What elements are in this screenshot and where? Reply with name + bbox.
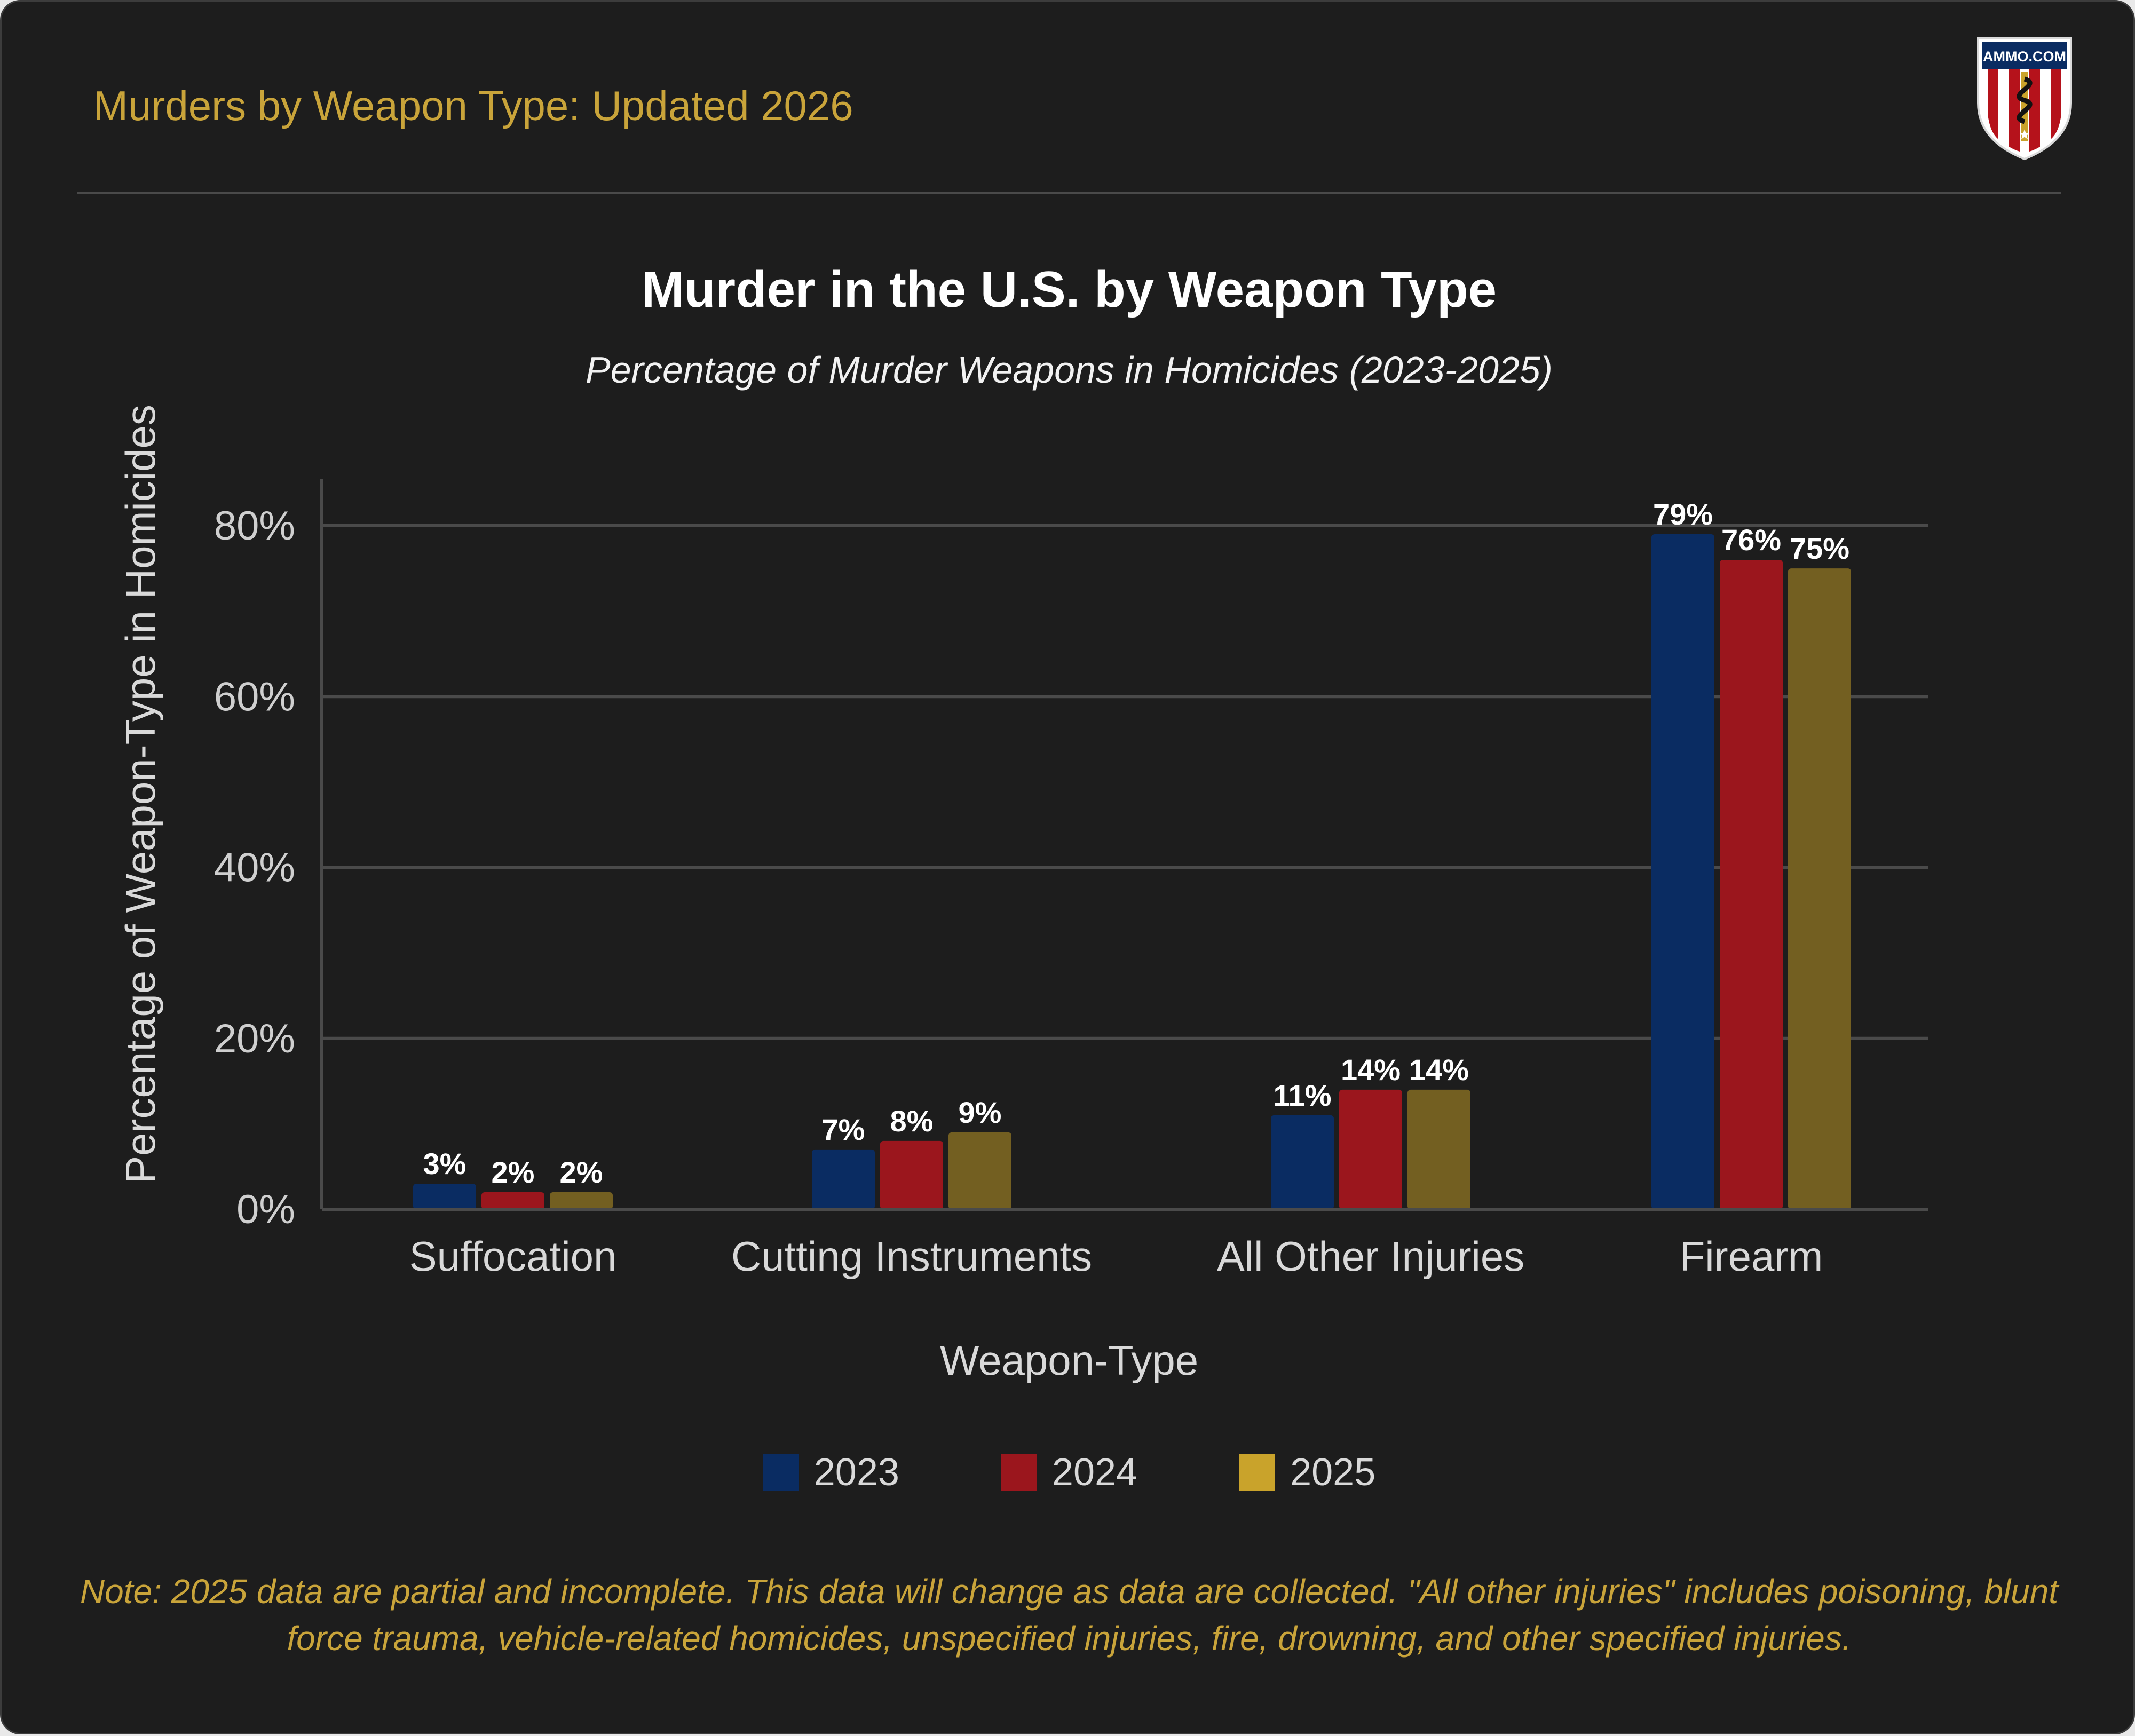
legend-item-2024[interactable]: 2024: [1000, 1450, 1138, 1494]
data-labels: 3% 2% 2% 7% 8% 9% 11% 14% 14% 79%76% 75%: [423, 497, 1850, 1189]
bar-2024-suffocation[interactable]: [481, 1192, 544, 1209]
footnote: Note: 2025 data are partial and incomple…: [80, 1572, 2059, 1658]
legend: 2023 2024 2025: [2, 1450, 2135, 1494]
page-title: Murders by Weapon Type: Updated 2026: [93, 82, 853, 129]
data-label: 79%: [1653, 497, 1713, 531]
bar-2024-firearm[interactable]: [1720, 560, 1783, 1209]
y-axis-title: Percentage of Weapon-Type in Homicides: [117, 405, 164, 1184]
legend-label-2025: 2025: [1290, 1451, 1376, 1494]
bar-2024-cutting-instruments[interactable]: [880, 1140, 943, 1209]
data-label: 7%: [822, 1113, 865, 1146]
data-label: 8%: [890, 1104, 934, 1138]
x-tick-label: Suffocation: [409, 1233, 617, 1280]
bar-2025-cutting-instruments[interactable]: [948, 1132, 1011, 1209]
legend-item-2025[interactable]: 2025: [1239, 1450, 1375, 1494]
x-axis-title: Weapon-Type: [940, 1337, 1198, 1384]
y-tick-label: 0%: [236, 1187, 295, 1232]
data-label: 9%: [959, 1096, 1002, 1129]
bar-2025-firearm[interactable]: [1788, 568, 1851, 1209]
bars: [413, 534, 1851, 1210]
legend-swatch-2023: [762, 1454, 799, 1491]
header-divider: [77, 192, 2061, 194]
data-label: 2%: [492, 1155, 535, 1189]
svg-text:★: ★: [2018, 127, 2030, 143]
bar-2023-all-other-injuries[interactable]: [1271, 1115, 1334, 1209]
legend-swatch-2024: [1000, 1454, 1037, 1491]
logo-text: AMMO.COM: [1983, 49, 2066, 65]
chart-title: Murder in the U.S. by Weapon Type: [642, 261, 1497, 318]
x-tick-label: All Other Injuries: [1217, 1233, 1525, 1280]
data-label: 14%: [1341, 1053, 1401, 1087]
data-label: 3%: [423, 1147, 466, 1180]
bar-2024-all-other-injuries[interactable]: [1339, 1089, 1402, 1209]
legend-label-2023: 2023: [813, 1451, 899, 1494]
axes: 0% 20% 40% 60% 80% Suffocation Cutting Instrum…: [117, 405, 1928, 1384]
y-tick-label: 40%: [214, 845, 295, 891]
x-tick-label: Cutting Instruments: [731, 1233, 1092, 1280]
bar-2025-suffocation[interactable]: [550, 1192, 613, 1209]
y-tick-label: 60%: [214, 674, 295, 719]
data-label: 75%: [1790, 532, 1849, 565]
data-label: 11%: [1274, 1079, 1332, 1112]
bar-2025-all-other-injuries[interactable]: [1407, 1089, 1470, 1209]
data-label: 76%: [1721, 523, 1781, 557]
bar-2023-cutting-instruments[interactable]: [812, 1149, 875, 1209]
chart-subtitle: Percentage of Murder Weapons in Homicide…: [586, 349, 1553, 391]
data-label: 2%: [560, 1155, 603, 1189]
bar-2023-suffocation[interactable]: [413, 1183, 476, 1209]
shield-snake-icon: ★ AMMO.COM: [1977, 37, 2072, 161]
y-tick-label: 80%: [214, 503, 295, 549]
legend-label-2024: 2024: [1051, 1451, 1138, 1494]
legend-item-2023[interactable]: 2023: [762, 1450, 899, 1494]
y-tick-label: 20%: [214, 1016, 295, 1061]
bar-2023-firearm[interactable]: [1651, 534, 1714, 1210]
data-label: 14%: [1409, 1053, 1469, 1087]
legend-swatch-2025: [1239, 1454, 1276, 1491]
x-tick-label: Firearm: [1680, 1233, 1823, 1280]
